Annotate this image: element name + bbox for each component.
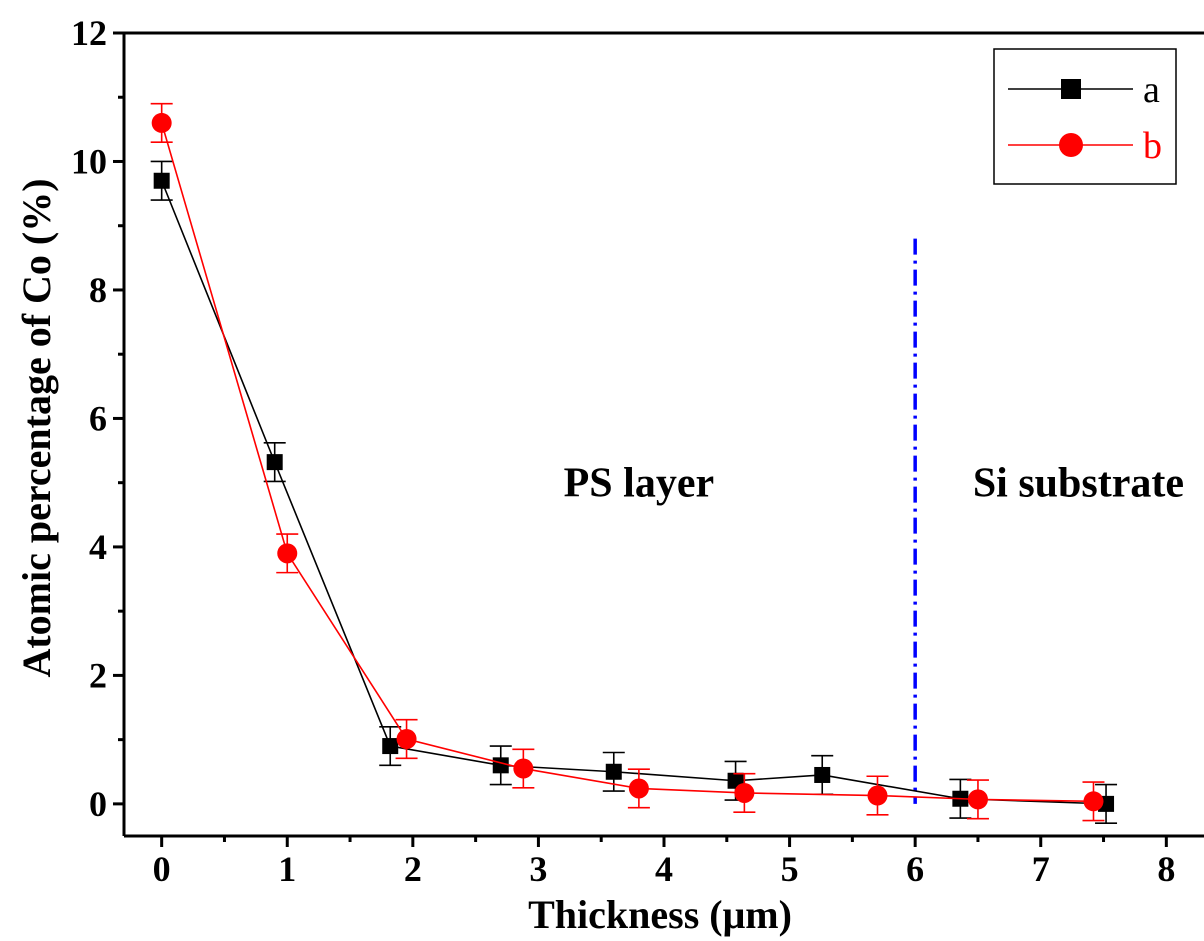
x-tick-label: 4 [655,849,673,889]
data-point [1083,791,1104,812]
y-tick-label: 2 [89,655,107,695]
series-b [150,102,1105,822]
y-tick-label: 12 [71,13,107,53]
x-tick-label: 1 [278,849,296,889]
annotation-si-substrate: Si substrate [973,461,1184,507]
x-tick-label: 6 [906,849,924,889]
data-point [153,172,170,189]
data-point [628,778,649,799]
x-tick-label: 5 [781,849,799,889]
data-point [492,757,509,774]
data-point [605,763,622,780]
legend-box [993,48,1177,185]
series-a [150,160,1118,824]
data-point [967,789,988,810]
legend-label-b: b [1143,125,1162,167]
data-point [513,758,534,779]
x-tick-label: 2 [404,849,422,889]
data-point [734,782,755,803]
data-point [814,766,831,783]
y-tick-label: 4 [89,527,107,567]
annotation-ps-layer: PS layer [564,461,714,507]
y-axis-label: Atomic percentage of Co (%) [14,178,59,677]
legend-label-a: a [1143,69,1160,111]
y-tick-label: 6 [89,398,107,438]
data-point [277,543,298,564]
x-tick-label: 8 [1157,849,1175,889]
x-tick-label: 7 [1032,849,1050,889]
legend-marker-b [1059,133,1083,157]
data-point [396,728,417,749]
legend-layer: ab [993,48,1177,185]
y-tick-label: 8 [89,270,107,310]
data-point [266,454,283,471]
data-point [382,738,399,755]
x-tick-label: 3 [529,849,547,889]
series-layer [150,102,1118,824]
legend-marker-a [1061,79,1081,99]
x-axis-label: Thickness (μm) [528,892,792,937]
data-point [151,112,172,133]
y-tick-label: 0 [89,784,107,824]
y-tick-label: 10 [71,141,107,181]
data-point [867,785,888,806]
x-tick-label: 0 [153,849,171,889]
annotation-layer: PS layer Si substrate [564,461,1184,507]
